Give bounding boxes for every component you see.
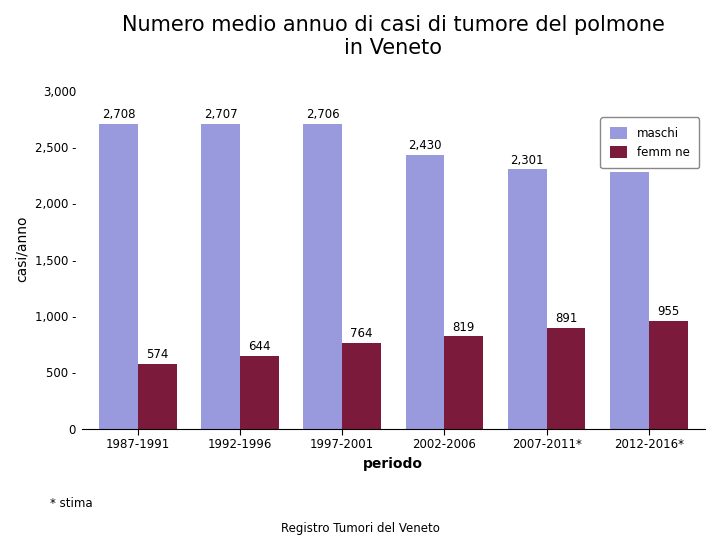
- Y-axis label: casi/anno: casi/anno: [15, 215, 29, 282]
- Bar: [99, 124, 138, 429]
- Text: * stima: * stima: [50, 497, 93, 510]
- Legend: maschi, femm ne: maschi, femm ne: [600, 117, 699, 168]
- X-axis label: periodo: periodo: [364, 457, 423, 471]
- Bar: [546, 328, 585, 429]
- Text: 2,301: 2,301: [510, 153, 544, 166]
- Bar: [342, 342, 381, 429]
- Bar: [649, 321, 688, 429]
- Text: 2,277: 2,277: [613, 156, 647, 170]
- Bar: [138, 364, 176, 429]
- Text: 891: 891: [555, 313, 577, 326]
- Bar: [240, 356, 279, 429]
- Text: 819: 819: [453, 321, 475, 334]
- Text: 644: 644: [248, 340, 271, 353]
- Text: 2,708: 2,708: [102, 107, 135, 121]
- Title: Numero medio annuo di casi di tumore del polmone
in Veneto: Numero medio annuo di casi di tumore del…: [122, 15, 665, 58]
- Text: 2,707: 2,707: [204, 108, 238, 121]
- Bar: [405, 155, 444, 429]
- Text: 574: 574: [146, 348, 168, 361]
- Bar: [201, 124, 240, 429]
- Text: 2,430: 2,430: [408, 139, 442, 152]
- Text: 955: 955: [657, 305, 680, 318]
- Bar: [444, 336, 483, 429]
- Bar: [610, 172, 649, 429]
- Bar: [508, 170, 546, 429]
- Bar: [303, 124, 342, 429]
- Text: 2,706: 2,706: [306, 108, 340, 121]
- Text: 764: 764: [351, 327, 373, 340]
- Text: Registro Tumori del Veneto: Registro Tumori del Veneto: [281, 522, 439, 535]
